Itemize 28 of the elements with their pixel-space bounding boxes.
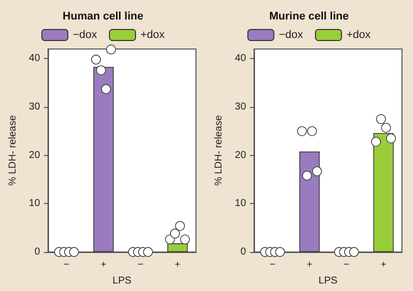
legend-label: −dox — [72, 29, 98, 41]
x-tick-label: + — [174, 260, 181, 270]
x-axis-title: LPS — [112, 276, 132, 286]
y-axis-title: % LDH- release — [214, 114, 224, 186]
x-tick-label: + — [306, 260, 313, 270]
y-tick-label: 20 — [28, 150, 40, 161]
x-tick-label: − — [270, 260, 276, 270]
x-tick-label: + — [380, 260, 387, 270]
y-tick-label: 40 — [234, 53, 246, 64]
y-tick-label: 0 — [34, 246, 40, 258]
chart-title: Human cell line — [62, 10, 144, 22]
x-tick-label: − — [138, 260, 144, 270]
legend-label: +dox — [346, 29, 372, 41]
x-tick-label: + — [100, 260, 107, 270]
legend-label: −dox — [278, 29, 304, 41]
y-tick-label: 0 — [240, 246, 246, 258]
y-axis-title: % LDH- release — [8, 114, 18, 186]
y-tick-label: 30 — [28, 102, 40, 112]
y-tick-label: 10 — [28, 198, 40, 210]
x-tick-label: − — [344, 260, 350, 270]
y-tick-label: 30 — [234, 102, 246, 112]
legend-label: +dox — [140, 29, 166, 41]
chart-title: Murine cell line — [269, 10, 349, 22]
y-tick-label: 10 — [234, 198, 246, 210]
x-tick-label: − — [64, 260, 70, 270]
y-tick-label: 40 — [28, 53, 40, 64]
x-axis-title: LPS — [318, 276, 338, 286]
y-tick-label: 20 — [234, 150, 246, 161]
